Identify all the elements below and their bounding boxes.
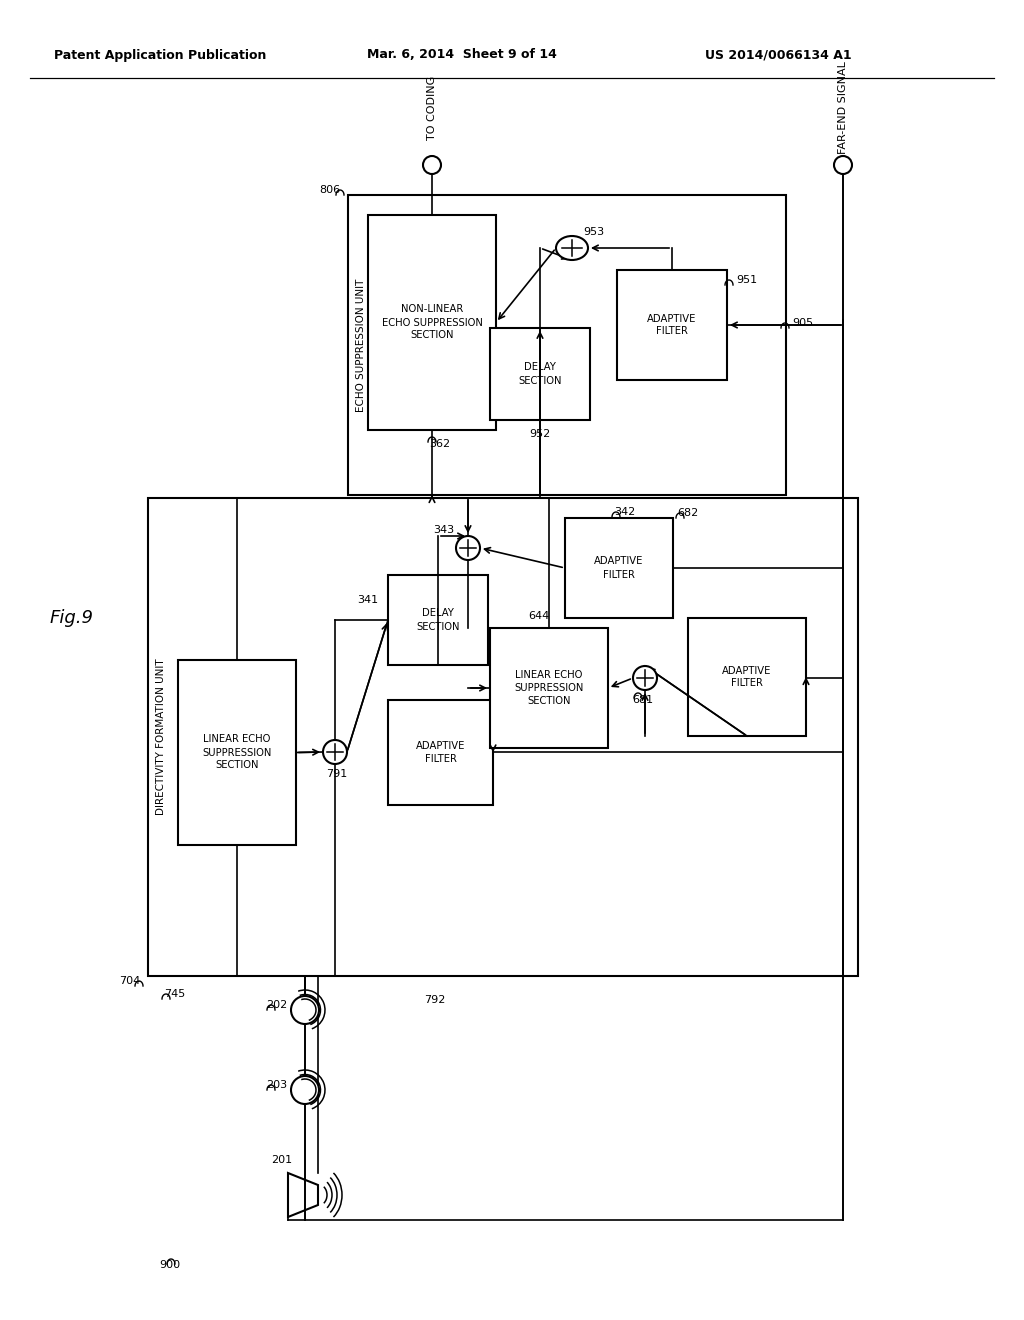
Bar [388,576,488,665]
Text: ADAPTIVE: ADAPTIVE [416,741,465,751]
Text: 905: 905 [792,318,813,327]
Text: 806: 806 [318,185,340,195]
Text: 745: 745 [165,989,185,999]
Text: DIRECTIVITY FORMATION UNIT: DIRECTIVITY FORMATION UNIT [156,659,166,816]
Text: SECTION: SECTION [527,696,570,706]
Text: 704: 704 [119,975,140,986]
Bar [368,215,496,430]
Circle shape [323,741,347,764]
Text: SECTION: SECTION [518,375,562,385]
Text: US 2014/0066134 A1: US 2014/0066134 A1 [705,49,851,62]
Text: FILTER: FILTER [656,326,688,337]
Text: 953: 953 [584,227,604,238]
Text: 681: 681 [633,696,653,705]
Circle shape [633,667,657,690]
Text: Fig.9: Fig.9 [50,609,94,627]
Bar [178,660,296,845]
Text: 202: 202 [266,1001,288,1010]
Bar [148,498,858,975]
Text: ADAPTIVE: ADAPTIVE [647,314,696,323]
Text: SECTION: SECTION [411,330,454,341]
Text: 201: 201 [271,1155,293,1166]
Text: 342: 342 [614,507,636,517]
Text: FILTER: FILTER [603,569,635,579]
Text: 644: 644 [528,611,550,620]
Text: 343: 343 [433,525,455,535]
Text: ADAPTIVE: ADAPTIVE [722,665,772,676]
Text: DELAY: DELAY [524,363,556,372]
Text: FAR-END SIGNAL: FAR-END SIGNAL [838,62,848,154]
Text: FILTER: FILTER [425,754,457,764]
Text: ECHO SUPPRESSION: ECHO SUPPRESSION [382,318,482,327]
Circle shape [291,1076,319,1104]
Text: 792: 792 [424,995,445,1005]
Bar [348,195,786,495]
Text: FILTER: FILTER [731,678,763,689]
Bar [388,700,493,805]
Text: 682: 682 [677,508,698,517]
Text: DELAY: DELAY [422,609,454,619]
Text: SUPPRESSION: SUPPRESSION [203,747,271,758]
Text: LINEAR ECHO: LINEAR ECHO [204,734,270,744]
Text: NON-LINEAR: NON-LINEAR [400,305,463,314]
Text: SUPPRESSION: SUPPRESSION [514,682,584,693]
Text: LINEAR ECHO: LINEAR ECHO [515,671,583,680]
Text: ECHO SUPPRESSION UNIT: ECHO SUPPRESSION UNIT [356,279,366,412]
Text: Mar. 6, 2014  Sheet 9 of 14: Mar. 6, 2014 Sheet 9 of 14 [367,49,557,62]
Bar [565,517,673,618]
Text: ADAPTIVE: ADAPTIVE [594,557,644,566]
Text: 791: 791 [327,770,347,779]
Text: 951: 951 [736,275,757,285]
Bar [490,327,590,420]
Circle shape [834,156,852,174]
Circle shape [456,536,480,560]
Text: 203: 203 [266,1080,288,1090]
Bar [617,271,727,380]
Text: 900: 900 [160,1261,180,1270]
Text: TO CODING: TO CODING [427,75,437,140]
Text: 362: 362 [429,440,451,449]
Text: 952: 952 [529,429,551,440]
Circle shape [423,156,441,174]
Bar [688,618,806,737]
Text: 341: 341 [357,595,379,605]
Ellipse shape [556,236,588,260]
Bar [490,628,608,748]
Text: Patent Application Publication: Patent Application Publication [54,49,266,62]
Circle shape [291,997,319,1024]
Text: SECTION: SECTION [215,760,259,771]
Text: SECTION: SECTION [416,622,460,631]
